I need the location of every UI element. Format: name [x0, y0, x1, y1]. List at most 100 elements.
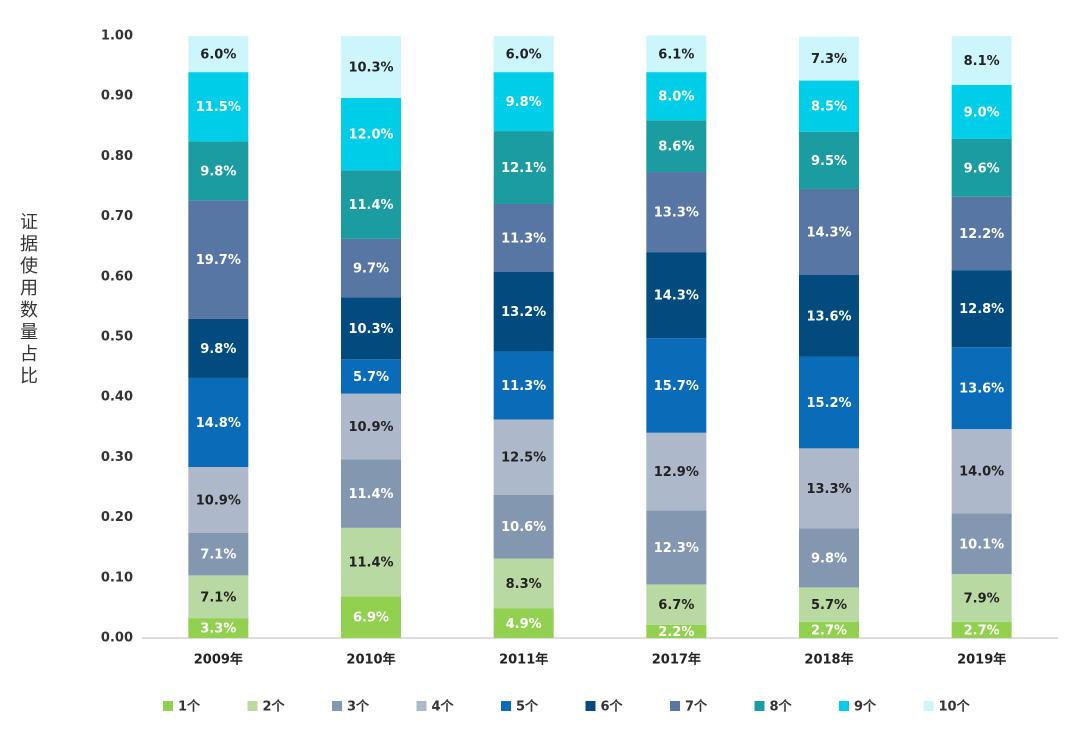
data-label: 10.6%: [501, 520, 546, 535]
bar-segment: [646, 624, 707, 638]
bar-segment: [341, 98, 401, 171]
y-tick-label: 0.80: [101, 149, 133, 164]
data-label: 2.7%: [811, 623, 847, 638]
bar-segment: [646, 252, 707, 339]
data-label: 8.6%: [658, 140, 694, 155]
bar-segment: [188, 36, 249, 73]
data-label: 7.3%: [811, 52, 847, 67]
bar-segment: [188, 72, 249, 142]
bar-segment: [951, 270, 1012, 348]
data-label: 11.4%: [348, 198, 393, 213]
bar-segment: [493, 608, 554, 638]
bar-segment: [951, 196, 1012, 271]
data-label: 7.1%: [200, 548, 236, 563]
data-label: 11.3%: [501, 231, 546, 246]
bar-segment: [646, 120, 707, 173]
data-label: 13.3%: [654, 206, 699, 221]
bar-segment: [799, 448, 859, 529]
data-label: 14.3%: [654, 289, 699, 304]
data-label: 9.7%: [353, 262, 389, 277]
legend-label: 7个: [685, 699, 708, 715]
data-label: 19.7%: [196, 253, 241, 268]
bar-segment: [493, 419, 554, 495]
bar-segment: [646, 72, 707, 121]
data-label: 10.3%: [348, 322, 393, 337]
data-label: 10.1%: [959, 537, 1004, 552]
bar-segment: [493, 494, 554, 559]
data-label: 13.6%: [959, 382, 1004, 397]
data-label: 11.5%: [196, 100, 241, 115]
bar-segment: [799, 528, 859, 588]
data-label: 7.9%: [964, 591, 1000, 606]
data-label: 13.3%: [806, 482, 851, 497]
bar-segment: [799, 621, 859, 638]
legend-label: 9个: [854, 699, 877, 715]
y-tick-label: 0.50: [101, 330, 133, 345]
data-label: 13.6%: [806, 309, 851, 324]
y-tick-label: 0.00: [101, 631, 133, 646]
x-tick-label: 2011年: [499, 652, 548, 668]
data-label: 12.0%: [348, 128, 393, 143]
y-tick-label: 0.90: [101, 89, 133, 104]
data-label: 3.3%: [200, 622, 236, 637]
data-label: 14.3%: [806, 225, 851, 240]
bar-segment: [799, 80, 859, 132]
data-label: 6.1%: [658, 47, 694, 62]
bar-segment: [951, 621, 1012, 638]
data-label: 5.7%: [353, 370, 389, 385]
bar-segment: [341, 393, 401, 460]
legend-label: 8个: [770, 699, 793, 715]
y-tick-label: 0.40: [101, 390, 133, 405]
data-label: 14.0%: [959, 465, 1004, 480]
bar-segment: [493, 131, 554, 204]
bar-segment: [646, 172, 707, 253]
bar-segment: [799, 274, 859, 357]
data-label: 6.7%: [658, 598, 694, 613]
bar-segment: [341, 459, 401, 528]
bar-segment: [951, 36, 1012, 85]
legend-label: 6个: [601, 699, 624, 715]
bar-segment: [188, 377, 249, 468]
data-label: 2.7%: [964, 623, 1000, 638]
data-label: 9.5%: [811, 154, 847, 169]
bar-segment: [951, 347, 1012, 430]
bar-segment: [188, 618, 249, 638]
data-label: 6.0%: [506, 48, 542, 63]
data-label: 9.6%: [964, 161, 1000, 176]
data-label: 12.9%: [654, 465, 699, 480]
data-label: 15.2%: [806, 396, 851, 411]
bar-segment: [646, 432, 707, 511]
bar-segment: [799, 188, 859, 275]
bar-segment: [799, 587, 859, 622]
data-label: 15.7%: [654, 379, 699, 394]
legend-label: 2个: [263, 699, 286, 715]
data-label: 9.8%: [811, 551, 847, 566]
bar-segment: [493, 558, 554, 609]
legend-label: 10个: [939, 699, 971, 715]
bar-segment: [341, 36, 401, 99]
data-label: 11.4%: [348, 556, 393, 571]
y-tick-label: 0.30: [101, 450, 133, 465]
bar-segment: [493, 72, 554, 132]
bar-segment: [951, 138, 1012, 197]
legend-swatch: [585, 701, 596, 711]
y-tick-label: 1.00: [101, 29, 133, 44]
data-label: 2.2%: [658, 625, 694, 640]
legend-label: 4个: [432, 699, 455, 715]
data-label: 12.5%: [501, 451, 546, 466]
bar-segment: [799, 356, 859, 449]
bar-segment: [493, 271, 554, 352]
bar-segment: [951, 513, 1012, 575]
bar-segment: [646, 338, 707, 433]
bar-segment: [188, 200, 249, 319]
bar-segment: [493, 203, 554, 272]
data-label: 10.9%: [196, 493, 241, 508]
bar-segment: [341, 359, 401, 394]
legend-swatch: [754, 701, 765, 711]
data-label: 11.3%: [501, 379, 546, 394]
bar-segment: [341, 297, 401, 360]
bar-segment: [188, 318, 249, 378]
y-tick-label: 0.20: [101, 510, 133, 525]
bar-segment: [493, 36, 554, 73]
